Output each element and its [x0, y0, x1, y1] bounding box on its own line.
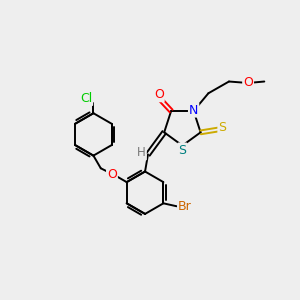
Text: S: S — [178, 143, 186, 157]
Text: H: H — [137, 146, 146, 160]
Text: O: O — [243, 76, 253, 89]
Text: O: O — [107, 168, 117, 181]
Text: S: S — [218, 122, 226, 134]
Text: Cl: Cl — [80, 92, 92, 105]
Text: Br: Br — [178, 200, 192, 213]
Text: O: O — [154, 88, 164, 101]
Text: N: N — [189, 103, 198, 117]
